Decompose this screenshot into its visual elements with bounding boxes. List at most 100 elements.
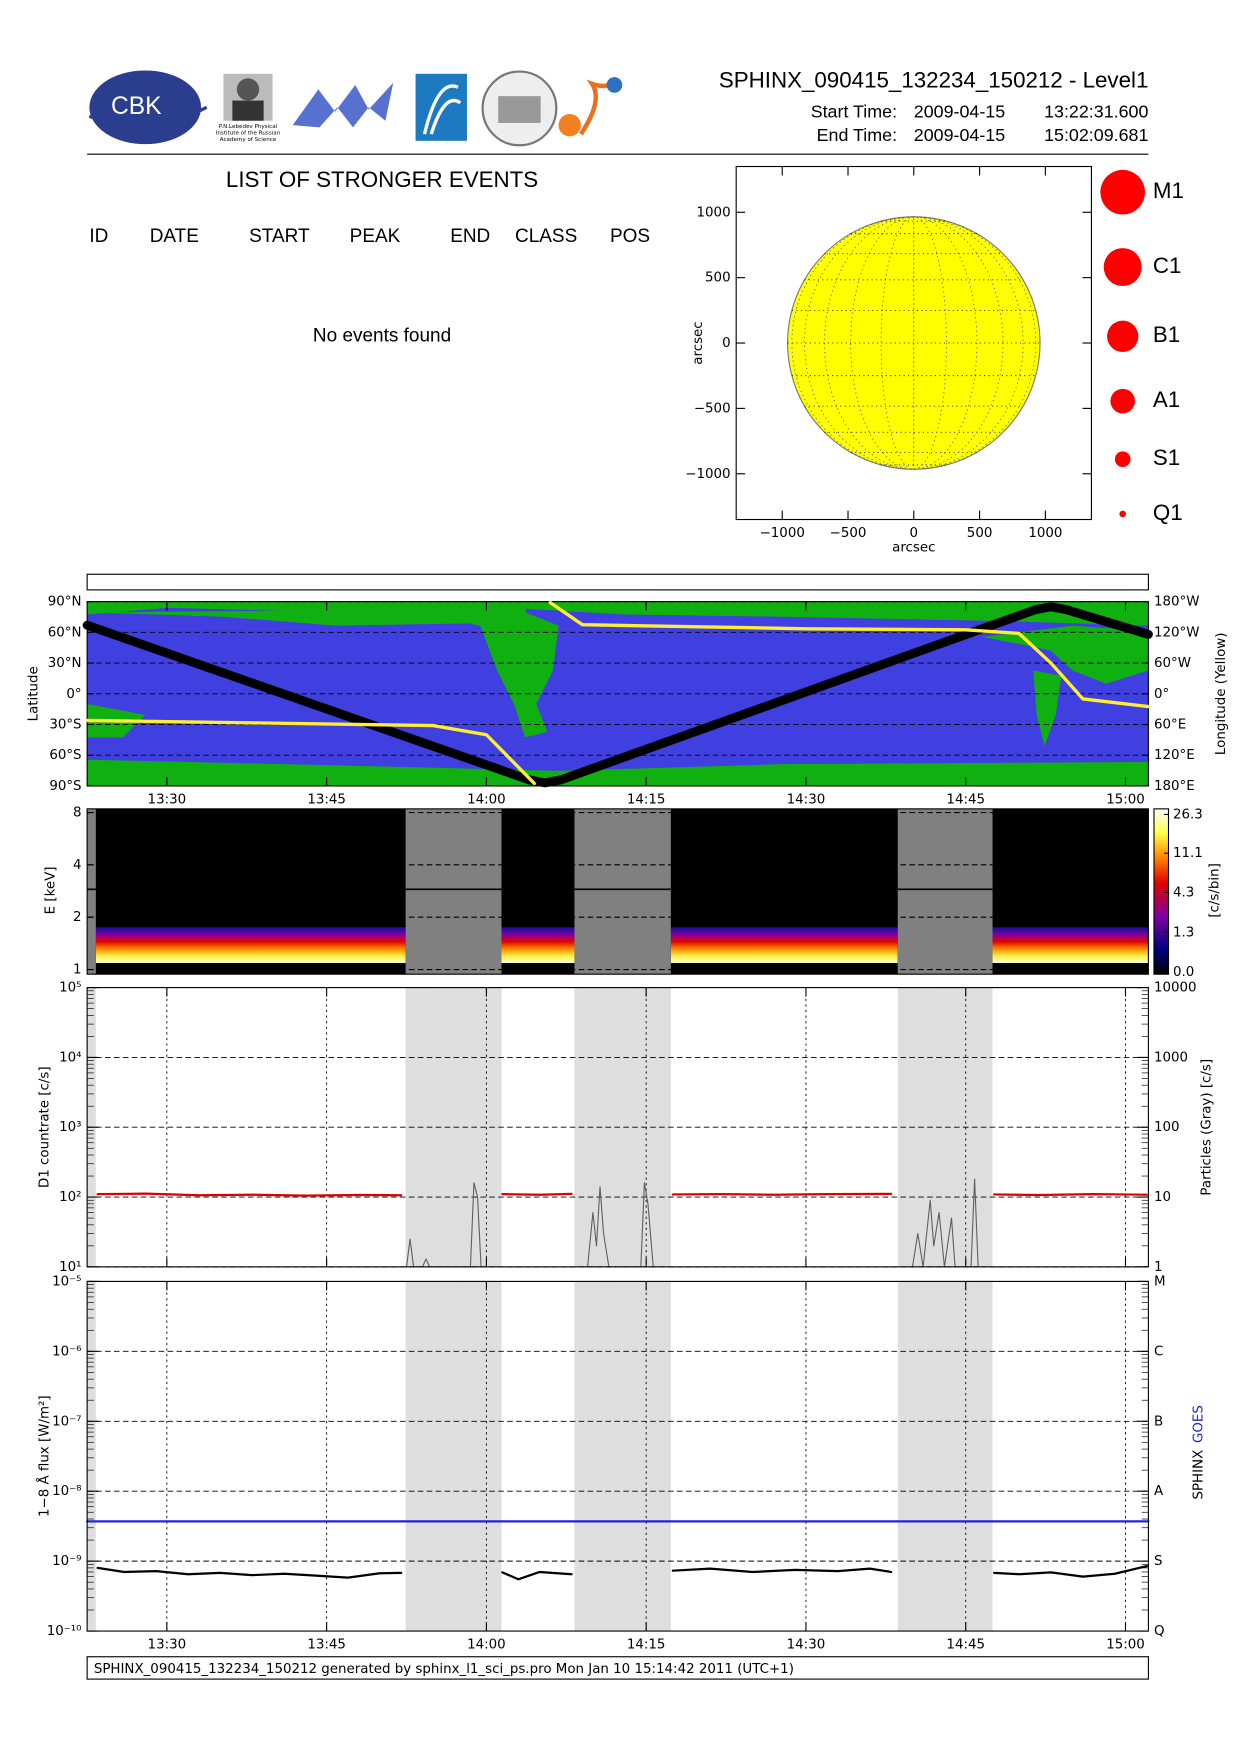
panel-frame	[86, 1280, 1149, 1632]
y-tick-label: 30°S	[49, 718, 81, 733]
data-gap	[87, 1281, 96, 1632]
y2-tick-label: 60°W	[1154, 656, 1191, 671]
footer-box	[86, 1656, 1149, 1680]
start-date: 2009-04-15	[914, 102, 1005, 122]
spectrum-band	[95, 927, 406, 964]
panel-frame	[86, 987, 1149, 1268]
y2-tick-label: 60°E	[1154, 718, 1186, 733]
legend-label: M1	[1153, 178, 1184, 203]
y-tick-label: 1000	[697, 205, 731, 220]
x-tick-label: 14:00	[467, 1637, 506, 1652]
spectrum-band	[501, 927, 575, 964]
x-tick-label: 13:45	[307, 1637, 346, 1652]
footer: SPHINX_090415_132234_150212 generated by…	[94, 1662, 794, 1677]
spectrum-band	[992, 927, 1149, 964]
legend-label: C1	[1153, 253, 1182, 278]
event-bar	[86, 573, 1149, 591]
x-tick-label: 14:15	[627, 792, 666, 807]
x-tick-label: 14:45	[946, 792, 985, 807]
disk-grid	[824, 216, 1004, 470]
column-header: POS	[610, 226, 650, 247]
y-tick-label: 60°N	[48, 625, 82, 640]
y2-tick-label: 180°W	[1154, 595, 1200, 610]
x-tick-label: 15:00	[1106, 1637, 1145, 1652]
y2-tick-label: 120°W	[1154, 625, 1200, 640]
y-tick-label: 10⁻¹⁰	[47, 1624, 82, 1639]
end-label: End Time:	[817, 125, 897, 145]
colorbar-label: 26.3	[1173, 807, 1203, 822]
y2-tick-label: M	[1154, 1274, 1166, 1289]
y-tick-label: 10⁻⁹	[52, 1554, 81, 1569]
column-header: START	[249, 226, 310, 247]
legend-label: S1	[1153, 445, 1180, 470]
y2-tick-label: Q	[1154, 1624, 1165, 1639]
data-gap	[574, 1281, 671, 1632]
x-tick-label: 13:45	[307, 792, 346, 807]
column-header: END	[450, 226, 490, 247]
colorbar-label: 1.3	[1173, 925, 1194, 940]
y-tick-label: 90°N	[48, 595, 82, 610]
legend-label: GOES	[1192, 1405, 1207, 1443]
y2-tick-label: 120°E	[1154, 748, 1195, 763]
x-tick-label: 14:45	[946, 1637, 985, 1652]
y-axis-label: 1−8 Å flux [W/m²]	[36, 1395, 53, 1517]
x-tick-label: −1000	[760, 526, 805, 541]
x-tick-label: 14:15	[627, 1637, 666, 1652]
data-gap	[897, 1281, 993, 1632]
end-date: 2009-04-15	[914, 125, 1005, 145]
y-axis-label: arcsec	[691, 321, 706, 364]
x-tick-label: 1000	[1028, 526, 1062, 541]
y2-tick-label: 0°	[1154, 687, 1169, 702]
y-tick-label: 60°S	[49, 748, 81, 763]
y-tick-label: 10⁻⁷	[52, 1414, 81, 1429]
x-tick-label: 14:30	[787, 1637, 826, 1652]
y-tick-label: −1000	[685, 467, 730, 482]
end-time: 15:02:09.681	[1044, 125, 1148, 145]
logo-caption: Academy of Science	[220, 137, 277, 143]
y2-tick-label: 180°E	[1154, 779, 1195, 794]
y2-tick-label: C	[1154, 1344, 1163, 1359]
logo-text: CBK	[111, 93, 162, 120]
legend-swatch	[1114, 451, 1131, 468]
y-tick-label: 500	[705, 271, 731, 286]
events-title: LIST OF STRONGER EVENTS	[226, 167, 538, 192]
y2-tick-label: A	[1154, 1484, 1164, 1499]
column-header: ID	[89, 226, 108, 247]
data-gap	[405, 808, 502, 975]
data-gap	[574, 808, 671, 975]
y-tick-label: 1	[73, 963, 82, 978]
y2-tick-label: 10000	[1154, 981, 1197, 996]
x-tick-label: 14:00	[467, 792, 506, 807]
events-message: No events found	[313, 325, 451, 346]
x-tick-label: 13:30	[148, 1637, 187, 1652]
column-header: PEAK	[350, 226, 401, 247]
colorbar-label: 4.3	[1173, 886, 1194, 901]
report-title: SPHINX_090415_132234_150212 - Level1	[719, 68, 1149, 93]
y-axis-label: Latitude	[27, 666, 42, 721]
colorbar-title: [c/s/bin]	[1207, 863, 1222, 918]
y2-tick-label: 1	[1154, 1260, 1163, 1275]
start-time: 13:22:31.600	[1044, 102, 1148, 122]
y2-axis-label: Longitude (Yellow)	[1214, 633, 1229, 756]
spectrogram-frame	[86, 808, 1149, 975]
legend-swatch	[1107, 320, 1139, 352]
data-gap	[405, 1281, 502, 1632]
legend: SPHINX GOES	[1192, 1405, 1207, 1499]
legend-swatch	[1100, 169, 1146, 215]
y-axis-label: D1 countrate [c/s]	[38, 1066, 53, 1188]
x-tick-label: 13:30	[148, 792, 187, 807]
start-label: Start Time:	[811, 102, 897, 122]
y-tick-label: 10⁻⁵	[52, 1274, 81, 1289]
y-tick-label: 4	[73, 858, 82, 873]
logos: CBK P.N.Lebedev Physical Institute of th…	[88, 70, 623, 147]
y-tick-label: 30°N	[48, 656, 82, 671]
y-tick-label: 10¹	[59, 1260, 81, 1275]
y-tick-label: −500	[694, 401, 731, 416]
series-line	[405, 1178, 979, 1268]
y-axis-label: E [keV]	[43, 866, 58, 914]
colorbar-label: 0.0	[1173, 965, 1194, 980]
spectrum-band	[670, 927, 898, 964]
y-tick-label: 10⁴	[59, 1050, 81, 1065]
